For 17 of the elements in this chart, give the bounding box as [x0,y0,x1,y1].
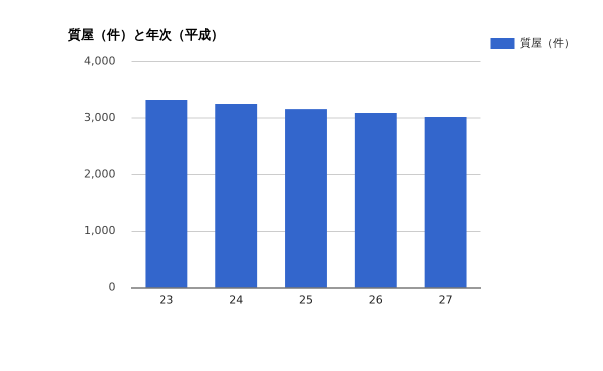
x-tick-label: 25 [298,293,313,306]
y-tick-label: 3,000 [84,111,116,124]
bar [354,113,397,288]
x-tick-label: 24 [229,293,244,306]
y-tick-label: 4,000 [84,54,116,68]
chart-title: 質屋（件）と年次（平成） [67,27,224,44]
legend-label: 質屋（件） [520,36,575,50]
y-tick-label: 0 [108,280,116,294]
x-tick-label: 23 [159,293,174,306]
bar [285,109,327,288]
bar [424,117,467,288]
y-tick-label: 2,000 [84,168,116,181]
x-tick-label: 26 [368,293,383,306]
y-tick-label: 1,000 [84,224,116,238]
bar [215,104,258,288]
bar [145,100,188,288]
x-tick-label: 27 [438,293,453,306]
